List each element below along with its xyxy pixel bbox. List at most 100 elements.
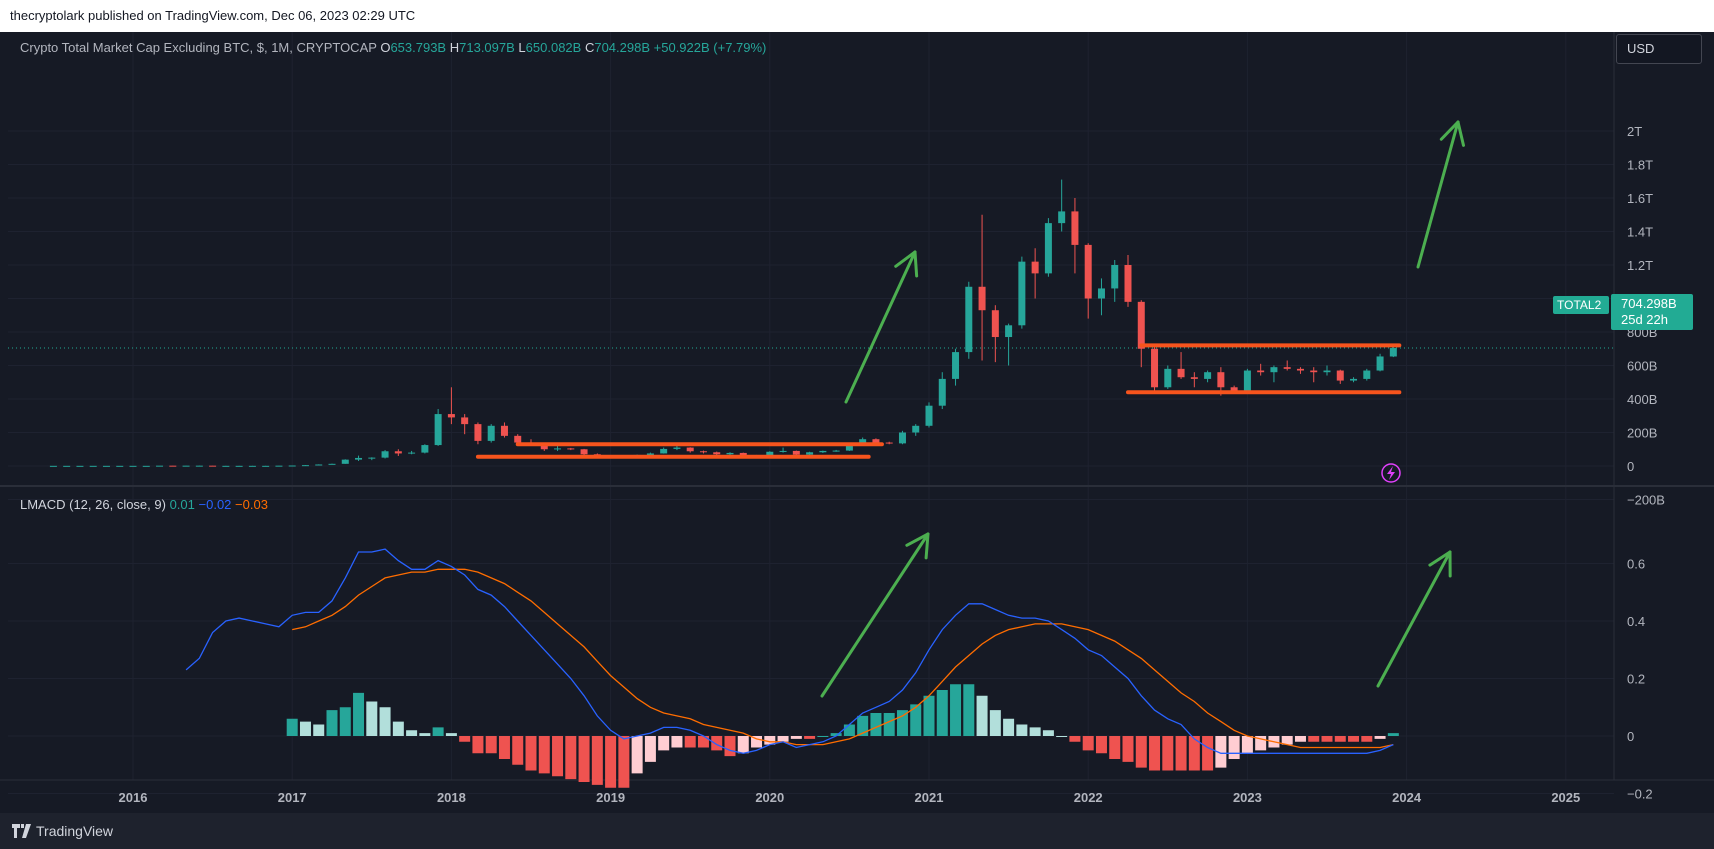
candle-body (792, 450, 800, 455)
candle-body (567, 448, 575, 450)
candle-body (806, 452, 814, 455)
macd-histogram-bar (1215, 736, 1227, 768)
candle-body (394, 451, 402, 454)
macd-histogram-bar (910, 704, 922, 736)
candle-body (1071, 211, 1079, 245)
price-tick-label: 1.2T (1627, 258, 1653, 273)
macd-histogram-bar (485, 736, 497, 754)
symbol-legend: Crypto Total Market Cap Excluding BTC, $… (20, 40, 766, 55)
last-price-tag: 704.298B 25d 22h (1611, 294, 1693, 330)
macd-histogram-bar (1135, 736, 1147, 768)
candle-body (1257, 370, 1265, 373)
candle-body (116, 465, 124, 467)
footer-bar: TradingView (0, 813, 1714, 849)
macd-histogram-bar (1029, 727, 1041, 736)
published-by-text: thecryptolark published on TradingView.c… (10, 8, 416, 23)
currency-button[interactable]: USD (1616, 34, 1702, 64)
alert-icon[interactable] (1381, 463, 1401, 483)
candle-body (209, 465, 217, 467)
grid-lines (0, 32, 1714, 794)
candle-body (248, 465, 256, 467)
candle-body (991, 310, 999, 338)
macd-histogram-bar (1042, 730, 1054, 736)
macd-legend: LMACD (12, 26, close, 9) 0.01 −0.02 −0.0… (20, 497, 268, 512)
macd-histogram-bar (1069, 736, 1081, 742)
macd-tick-label: 0 (1627, 729, 1634, 744)
brand-name[interactable]: TradingView (36, 823, 114, 839)
macd-histogram-bar (631, 736, 643, 774)
macd-histogram-bar (777, 736, 789, 742)
annotation-layer (475, 120, 1465, 698)
candle-body (434, 414, 442, 446)
candle-body (1350, 378, 1358, 381)
candle-body (76, 465, 84, 467)
macd-arrow-2020-head (905, 532, 930, 547)
macd-histogram-bar (578, 736, 590, 782)
candle-body (142, 465, 150, 467)
macd-histogram-bar (790, 736, 802, 739)
tradingview-logo-icon (12, 824, 31, 838)
macd-arrow-2024-head (1428, 550, 1452, 567)
macd-histogram-bar (870, 713, 882, 736)
macd-histogram-bar (1082, 736, 1094, 751)
year-tick-label: 2018 (437, 790, 466, 805)
macd-histogram-bar (1122, 736, 1134, 762)
candle-body (262, 465, 270, 467)
candle-body (1137, 301, 1145, 349)
macd-histogram-bar (1016, 724, 1028, 736)
macd-histogram-bar (976, 695, 988, 736)
macd-histogram-bar (989, 710, 1001, 736)
macd-histogram-bar (1056, 736, 1068, 737)
candle-body (461, 417, 469, 425)
candle-body (487, 425, 495, 441)
candle-body (952, 352, 960, 379)
candle-body (195, 465, 203, 467)
legend-c-value: 704.298B (594, 40, 651, 55)
macd-histogram-bar (1095, 736, 1107, 754)
legend-l-label: L (518, 40, 526, 55)
macd-histogram-bar (591, 736, 603, 785)
candle-body (156, 465, 164, 467)
year-tick-label: 2023 (1233, 790, 1262, 805)
macd-histogram-bar (896, 710, 908, 736)
lightning-icon (1387, 466, 1395, 480)
candle-body (978, 286, 986, 311)
macd-histogram-bar (525, 736, 537, 771)
macd-histogram-bar (1241, 736, 1253, 754)
macd-histogram-bar (538, 736, 550, 774)
macd-histogram-bar (1202, 736, 1214, 771)
macd-histogram-bar (658, 736, 670, 751)
candle-body (381, 451, 389, 458)
macd-histogram-bar (618, 736, 630, 788)
macd-histogram-bar (445, 733, 457, 736)
macd-legend-v2: −0.02 (198, 497, 232, 512)
legend-c-label: C (584, 40, 595, 55)
legend-title: Crypto Total Market Cap Excluding BTC, $… (20, 40, 377, 55)
macd-histogram-bar (286, 718, 298, 736)
macd-histogram-bar (1109, 736, 1121, 759)
candle-body (1044, 223, 1052, 274)
year-tick-label: 2021 (915, 790, 944, 805)
price-tick-label: 2T (1627, 124, 1642, 139)
price-tick-label: 0 (1627, 459, 1634, 474)
candle-body (898, 432, 906, 444)
macd-histogram-bar (1294, 736, 1306, 742)
macd-histogram-bar (313, 724, 325, 736)
macd-histogram-bar (671, 736, 683, 748)
candle-body (779, 450, 787, 452)
candle-body (102, 465, 110, 467)
bar-countdown: 25d 22h (1621, 312, 1668, 327)
candle-body (925, 405, 933, 426)
macd-histogram-bar (1348, 736, 1360, 742)
macd-histogram-bar (299, 721, 311, 736)
candle-body (726, 452, 734, 455)
macd-histogram-bar (498, 736, 510, 759)
candle-body (49, 465, 57, 467)
price-tick-label: −200B (1627, 493, 1665, 508)
chart-area[interactable]: 2T1.8T1.6T1.4T1.2T1T800B600B400B200B0−20… (0, 32, 1714, 813)
green-arrow-2024-head (1456, 120, 1465, 147)
macd-arrow-2020-head (924, 532, 930, 560)
candle-body (1283, 367, 1291, 369)
macd-legend-v1: 0.01 (169, 497, 195, 512)
candle-body (1190, 377, 1198, 379)
